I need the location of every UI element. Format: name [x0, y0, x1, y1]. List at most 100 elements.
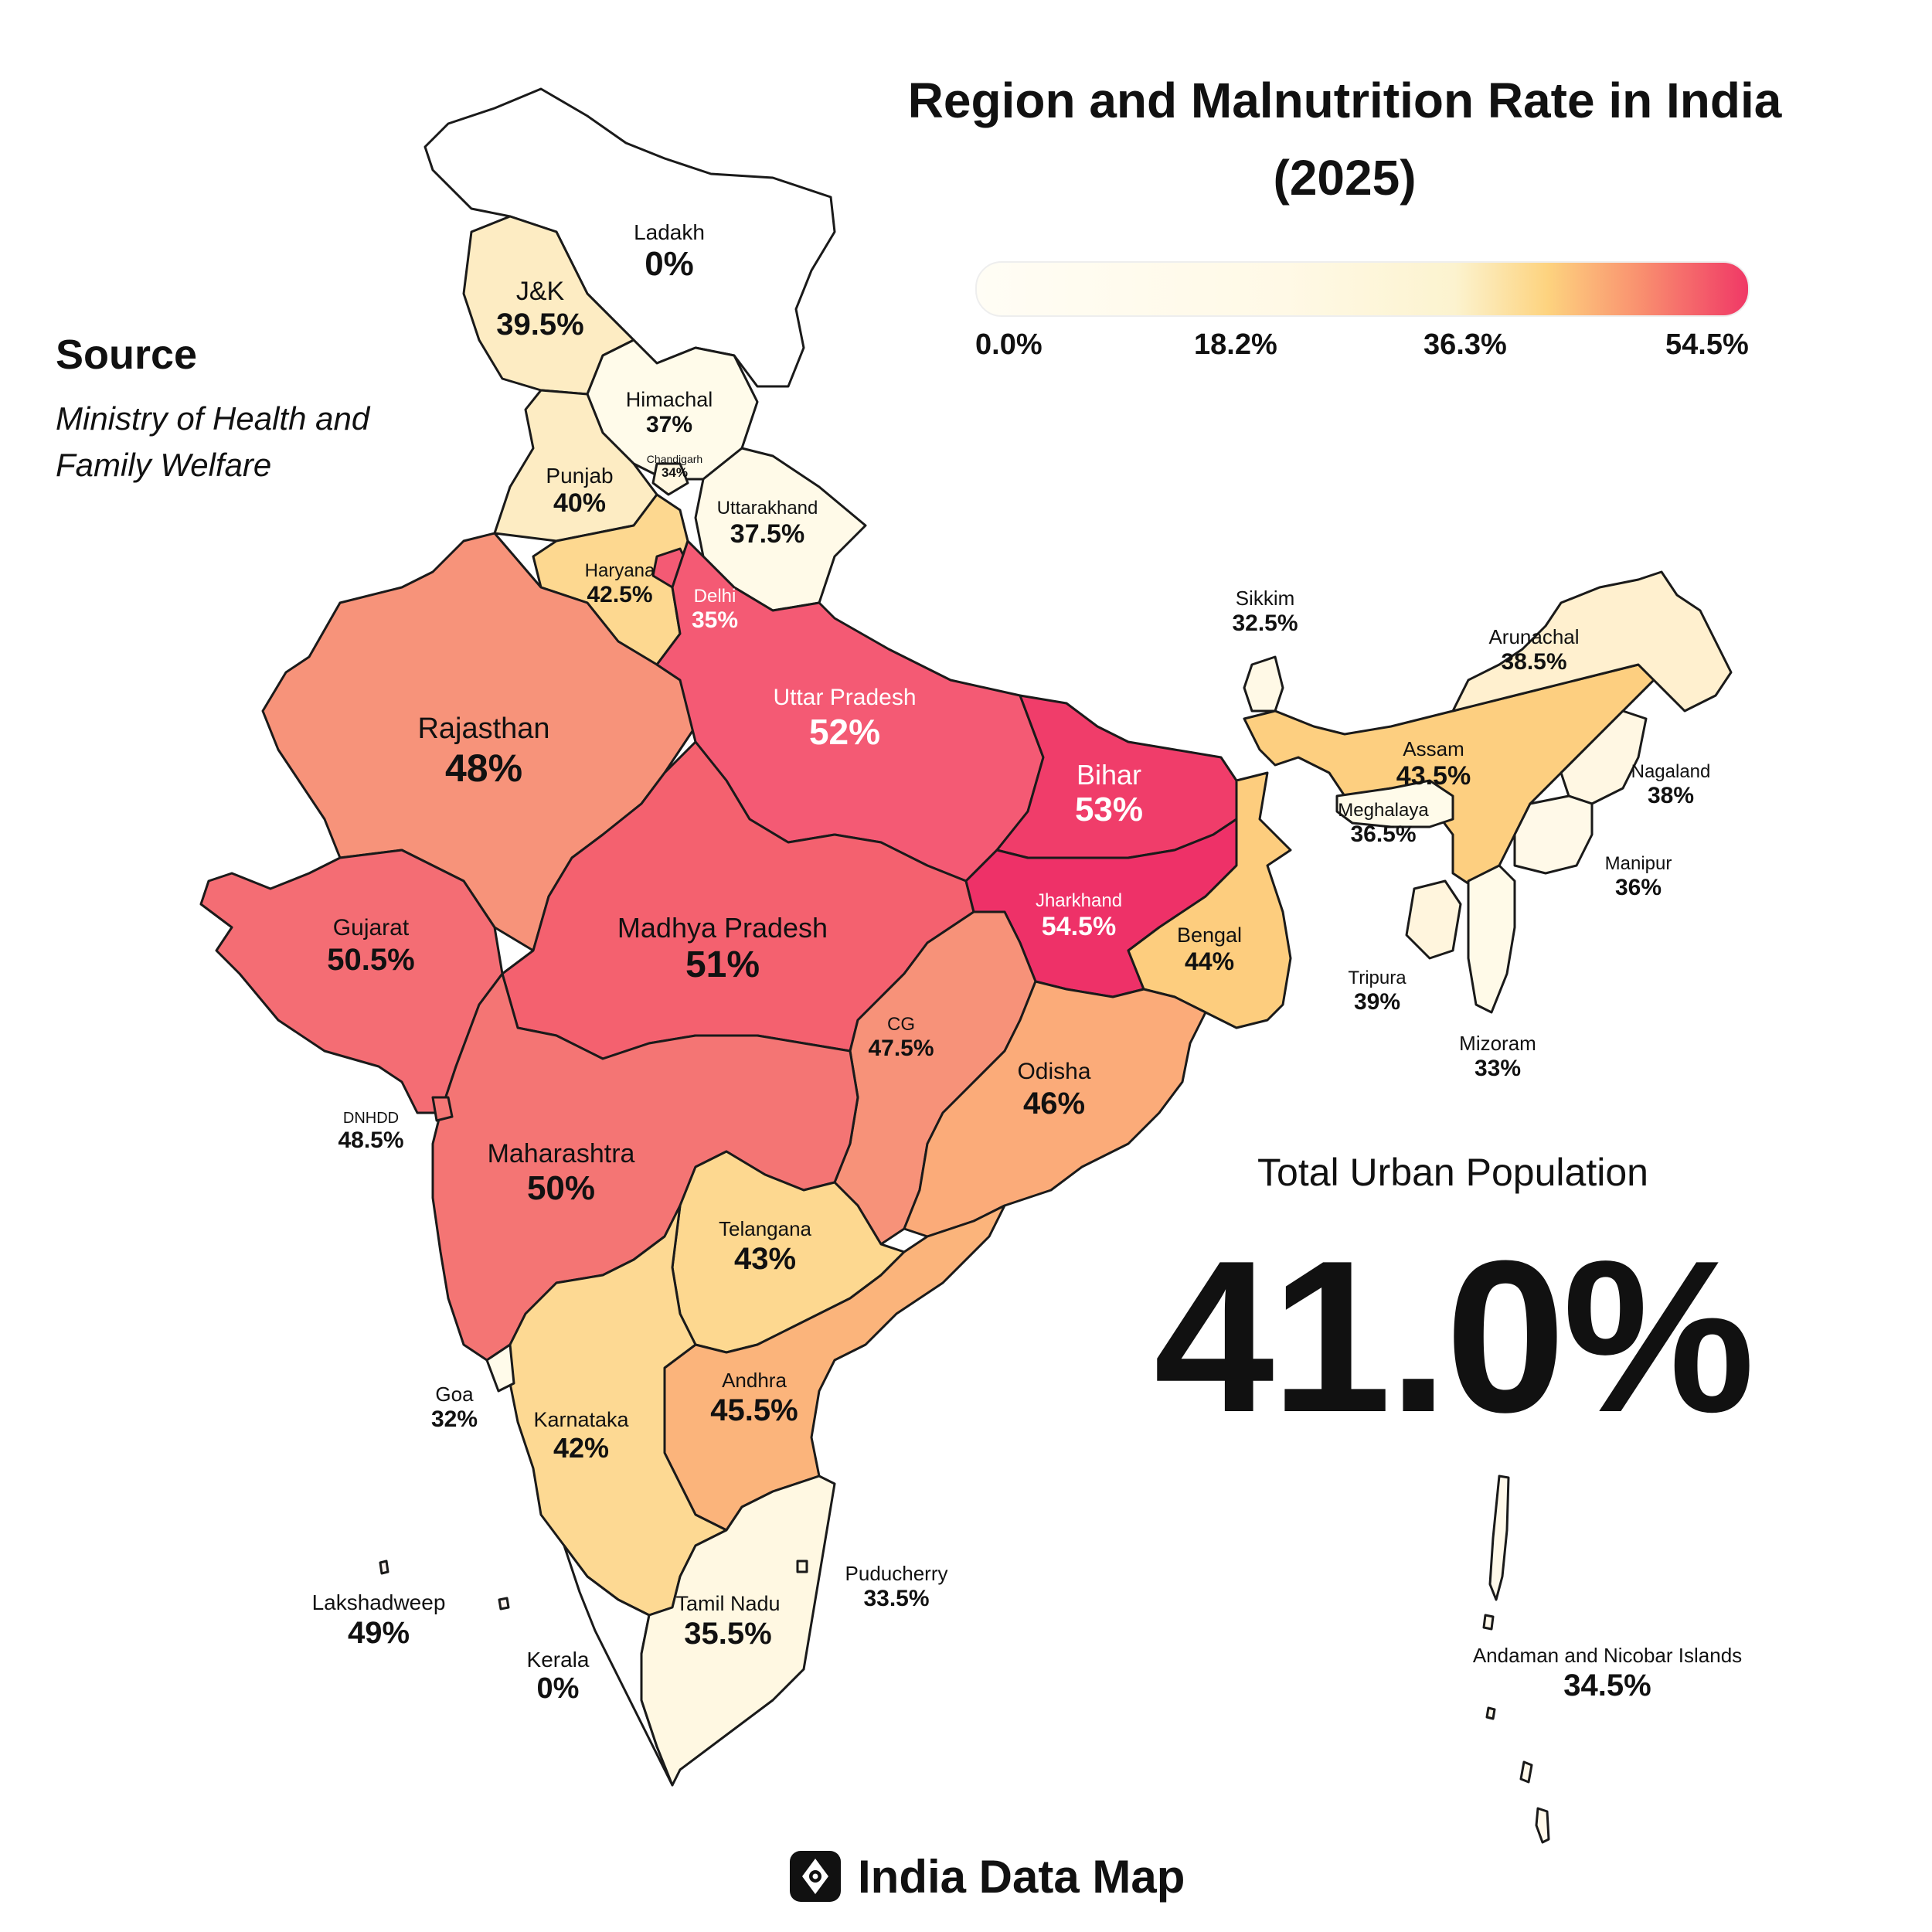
region-name: Odisha: [1017, 1059, 1091, 1084]
region-label: Bengal 44%: [1177, 923, 1242, 976]
region-name: Bihar: [1076, 759, 1142, 791]
region-label: Lakshadweep 49%: [312, 1590, 446, 1651]
region-label: J&K 39.5%: [496, 277, 583, 342]
region-name: Uttar Pradesh: [773, 685, 917, 710]
region-label: Haryana 42.5%: [585, 560, 655, 608]
region-dnhdd[interactable]: [431, 1096, 454, 1122]
region-name: Manipur: [1604, 853, 1672, 874]
region-name: Arunachal: [1488, 625, 1580, 648]
region-value: 48%: [444, 746, 523, 790]
region-goa[interactable]: [485, 1343, 515, 1393]
region-label: Uttar Pradesh 52%: [773, 685, 916, 752]
legend-tick: 36.3%: [1423, 328, 1507, 361]
region-mizoram[interactable]: [1467, 864, 1516, 1014]
region-value: 47.5%: [868, 1035, 934, 1061]
legend-tick: 54.5%: [1665, 328, 1749, 361]
region-value: 36.5%: [1350, 821, 1417, 847]
region-name: Rajasthan: [417, 713, 550, 745]
region-label: Tamil Nadu 35.5%: [675, 1592, 780, 1651]
region-name: Himachal: [625, 388, 713, 411]
region-name: Punjab: [546, 464, 614, 488]
region-name: Sikkim: [1235, 587, 1295, 610]
region-name: Bengal: [1176, 923, 1243, 947]
region-gujarat[interactable]: [199, 849, 504, 1114]
region-name: Andhra: [722, 1369, 787, 1392]
region-name: Meghalaya: [1338, 800, 1429, 821]
region-manipur[interactable]: [1513, 794, 1594, 875]
region-label: Delhi 35%: [692, 586, 738, 634]
region-label: CG 47.5%: [868, 1014, 934, 1062]
region-label: Puducherry 33.5%: [845, 1562, 948, 1612]
region-value: 32.5%: [1232, 610, 1298, 636]
region-value: 50%: [526, 1169, 596, 1208]
source-text: Ministry of Health and Family Welfare: [56, 400, 370, 483]
region-name: Karnataka: [533, 1408, 629, 1431]
region-bengal[interactable]: [1127, 771, 1292, 1029]
region-label: Odisha 46%: [1017, 1059, 1090, 1121]
region-sikkim[interactable]: [1243, 655, 1284, 713]
region-value: 54.5%: [1041, 911, 1117, 941]
region-value: 38.5%: [1501, 648, 1567, 675]
region-name: Madhya Pradesh: [617, 912, 828, 944]
region-value: 0%: [645, 245, 694, 284]
region-label: Gujarat 50.5%: [327, 915, 414, 978]
region-uttarakhand[interactable]: [694, 447, 867, 612]
region-name: Chandigarh: [646, 453, 703, 465]
region-value: 52%: [808, 711, 881, 752]
region-andaman[interactable]: [1482, 1475, 1550, 1844]
region-value: 37.5%: [730, 519, 805, 549]
region-label: Meghalaya 36.5%: [1338, 800, 1428, 848]
region-name: Goa: [435, 1383, 474, 1406]
region-name: Kerala: [526, 1648, 590, 1672]
region-value: 43%: [733, 1241, 797, 1276]
region-tamilnadu[interactable]: [640, 1475, 836, 1787]
region-label: Maharashtra 50%: [488, 1139, 635, 1209]
region-puducherry[interactable]: [796, 1560, 808, 1573]
region-arunachal[interactable]: [1451, 570, 1733, 713]
region-value: 39%: [1353, 988, 1401, 1015]
region-value: 49%: [347, 1616, 410, 1651]
region-label: Mizoram 33%: [1459, 1032, 1536, 1082]
region-value: 51%: [685, 944, 760, 986]
region-odisha[interactable]: [903, 980, 1207, 1238]
region-value: 46%: [1022, 1086, 1086, 1121]
region-label: Telangana 43%: [719, 1217, 811, 1277]
region-value: 0%: [536, 1672, 580, 1706]
region-value: 33.5%: [863, 1585, 930, 1611]
region-label: Bihar 53%: [1075, 759, 1143, 830]
region-value: 34.5%: [1563, 1668, 1651, 1702]
region-value: 45.5%: [710, 1393, 798, 1427]
legend-tick: 0.0%: [975, 328, 1043, 361]
region-label: Tripura 39%: [1348, 968, 1406, 1015]
region-tripura[interactable]: [1405, 879, 1462, 960]
region-label: DNHDD 48.5%: [338, 1110, 403, 1155]
region-label: Punjab 40%: [546, 464, 613, 519]
region-lakshadweep[interactable]: [379, 1560, 510, 1611]
region-label: Jharkhand 54.5%: [1036, 890, 1122, 942]
region-meghalaya[interactable]: [1335, 779, 1454, 828]
region-label: Andhra 45.5%: [710, 1369, 798, 1428]
region-label: Goa 32%: [431, 1383, 478, 1433]
region-value: 40%: [553, 488, 607, 519]
region-label: Assam 43.5%: [1396, 737, 1471, 791]
region-chandigarh[interactable]: [651, 462, 689, 496]
summary-value: 41.0%: [1154, 1216, 1755, 1458]
region-name: Andaman and Nicobar Islands: [1472, 1644, 1743, 1667]
region-value: 44%: [1184, 947, 1235, 976]
color-legend-bar: [975, 261, 1750, 317]
region-label: Andaman and Nicobar Islands 34.5%: [1472, 1644, 1743, 1703]
region-label: Himachal 37%: [626, 388, 713, 439]
region-value: 39.5%: [496, 308, 584, 342]
region-value: 32%: [430, 1406, 478, 1432]
region-name: CG: [886, 1014, 915, 1035]
region-name: Assam: [1403, 737, 1464, 760]
region-karnataka[interactable]: [509, 1204, 728, 1617]
region-nagaland[interactable]: [1560, 709, 1648, 805]
source-title: Source: [56, 332, 198, 378]
region-value: 42%: [553, 1432, 610, 1464]
region-value: 53%: [1074, 791, 1144, 829]
region-name: Jharkhand: [1035, 890, 1123, 911]
region-value: 38%: [1647, 782, 1695, 808]
region-label: Manipur 36%: [1605, 853, 1672, 901]
